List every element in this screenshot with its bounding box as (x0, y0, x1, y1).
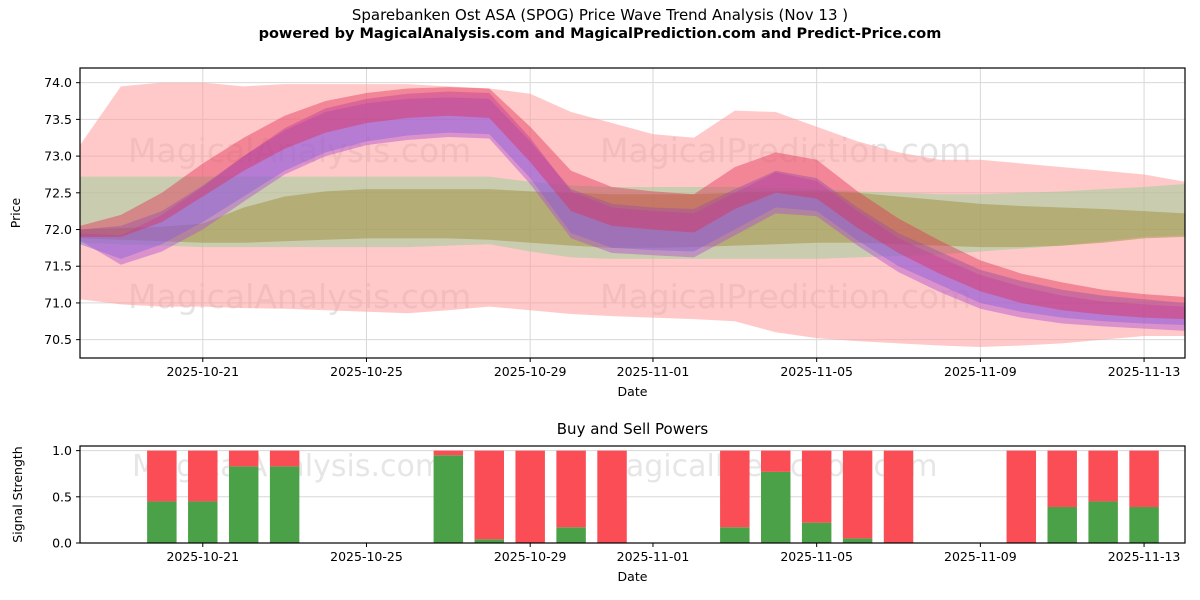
power-bar (842, 450, 873, 543)
buy-power-segment (842, 538, 873, 543)
power-ytick-label: 1.0 (52, 443, 72, 458)
power-bar (761, 450, 791, 543)
power-bar (1088, 450, 1118, 543)
power-bar (147, 450, 177, 543)
power-xtick-label: 2025-11-01 (617, 549, 690, 564)
power-xtick-label: 2025-11-13 (1108, 549, 1181, 564)
sell-power-segment (883, 450, 914, 543)
sell-power-segment (801, 450, 832, 523)
price-ytick-label: 70.5 (44, 332, 72, 347)
buy-power-segment (801, 522, 832, 543)
sell-power-segment (842, 450, 873, 539)
power-chart-title: Buy and Sell Powers (557, 420, 709, 438)
sell-power-segment (188, 450, 218, 502)
chart-subtitle: powered by MagicalAnalysis.com and Magic… (258, 26, 942, 42)
price-ytick-label: 72.0 (44, 222, 72, 237)
power-xtick-label: 2025-10-25 (330, 549, 403, 564)
sell-power-segment (1006, 450, 1037, 543)
power-bar (883, 450, 914, 543)
power-bar (801, 450, 832, 543)
power-bar (474, 450, 504, 543)
sell-power-segment (515, 450, 545, 543)
buy-sell-power-chart: MagicalAnalysis.comMagicalPrediction.com… (10, 420, 1186, 584)
power-ytick-label: 0.0 (52, 536, 72, 551)
price-xtick-label: 2025-11-09 (944, 364, 1017, 379)
price-xtick-label: 2025-10-25 (330, 364, 403, 379)
band-blue-wave-band (80, 97, 1185, 325)
chart-title: Sparebanken Ost ASA (SPOG) Price Wave Tr… (351, 6, 849, 24)
buy-power-segment (228, 466, 259, 543)
buy-power-segment (761, 471, 791, 543)
band-olive-trend-band (80, 189, 1185, 248)
sell-power-segment (433, 450, 464, 456)
power-y-axis-label: Signal Strength (10, 446, 25, 542)
power-bar (597, 450, 627, 543)
power-x-axis-label: Date (618, 569, 648, 584)
buy-power-segment (269, 466, 300, 543)
power-bar (228, 450, 259, 543)
price-ytick-label: 71.5 (44, 259, 72, 274)
power-bar (556, 450, 586, 543)
power-xtick-label: 2025-10-29 (494, 549, 567, 564)
band-green-support-band (80, 176, 1185, 259)
sell-power-segment (1047, 450, 1077, 507)
power-xtick-label: 2025-10-21 (166, 549, 239, 564)
buy-power-segment (474, 539, 504, 543)
sell-power-segment (1129, 450, 1159, 507)
price-xtick-label: 2025-10-29 (494, 364, 567, 379)
buy-power-segment (720, 527, 750, 543)
power-xtick-label: 2025-11-09 (944, 549, 1017, 564)
price-x-axis-label: Date (618, 384, 648, 399)
buy-power-segment (556, 527, 586, 543)
power-bar (1129, 450, 1159, 543)
buy-power-segment (188, 501, 218, 543)
price-ytick-label: 73.0 (44, 149, 72, 164)
price-xtick-label: 2025-11-13 (1108, 364, 1181, 379)
price-y-axis-label: Price (8, 197, 23, 228)
sell-power-segment (597, 450, 627, 543)
sell-power-segment (228, 450, 259, 467)
sell-power-segment (1088, 450, 1118, 502)
power-bar (515, 450, 545, 543)
power-bar (188, 450, 218, 543)
band-purple-wave-band (80, 91, 1185, 331)
power-bar (1006, 450, 1037, 543)
power-ytick-label: 0.5 (52, 489, 72, 504)
buy-power-segment (147, 501, 177, 543)
sell-power-segment (474, 450, 504, 540)
price-ytick-label: 71.0 (44, 295, 72, 310)
buy-power-segment (1047, 506, 1077, 543)
price-xtick-label: 2025-11-05 (780, 364, 853, 379)
buy-power-segment (1129, 506, 1159, 543)
power-bar (433, 450, 464, 543)
price-ytick-label: 72.5 (44, 185, 72, 200)
power-xtick-label: 2025-11-05 (780, 549, 853, 564)
page-title: Sparebanken Ost ASA (SPOG) Price Wave Tr… (0, 6, 1200, 44)
sell-power-segment (720, 450, 750, 528)
price-xtick-label: 2025-11-01 (617, 364, 690, 379)
power-bar (269, 450, 300, 543)
power-bar (720, 450, 750, 543)
price-ytick-label: 74.0 (44, 75, 72, 90)
buy-power-segment (433, 455, 464, 543)
price-ytick-label: 73.5 (44, 112, 72, 127)
sell-power-segment (147, 450, 177, 502)
sell-power-segment (556, 450, 586, 528)
sell-power-segment (269, 450, 300, 467)
sell-power-segment (761, 450, 791, 472)
band-crimson-wave-band (80, 87, 1185, 320)
power-bar (1047, 450, 1077, 543)
price-xtick-label: 2025-10-21 (166, 364, 239, 379)
price-wave-chart: MagicalAnalysis.comMagicalPrediction.com… (8, 67, 1186, 399)
buy-power-segment (1088, 501, 1118, 543)
